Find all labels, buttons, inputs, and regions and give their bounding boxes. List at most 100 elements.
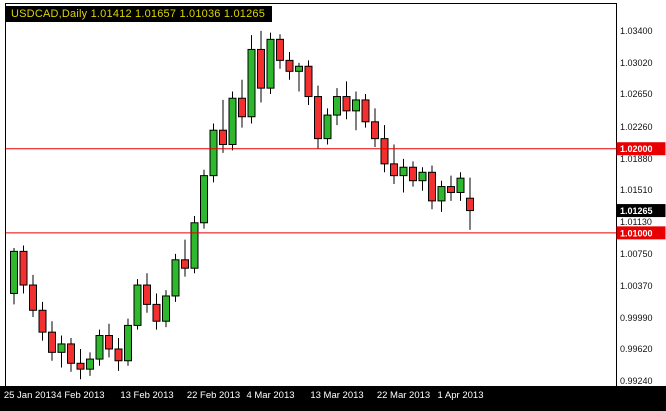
y-axis-label: 0.99240 — [620, 376, 653, 386]
candle-body — [323, 114, 332, 140]
candle-body — [124, 324, 132, 362]
candle-bull — [418, 167, 427, 191]
candle-body — [228, 97, 237, 146]
y-axis-label: 1.01510 — [620, 185, 653, 195]
candle-body — [57, 343, 66, 353]
candle-body — [266, 38, 275, 89]
candle-bear — [428, 165, 436, 210]
candle-body — [418, 171, 427, 182]
candle-body — [409, 166, 417, 182]
level-tag-box — [616, 226, 666, 240]
candle-body — [352, 99, 360, 112]
candle-bull — [200, 169, 208, 229]
candle-bear — [143, 273, 151, 313]
candle-bull — [57, 335, 66, 368]
x-axis-label: 22 Feb 2013 — [187, 390, 240, 401]
candle-body — [171, 259, 180, 297]
candle-bear — [238, 79, 246, 128]
candle-bear — [114, 338, 123, 371]
candle-body — [314, 96, 322, 140]
candle-body — [399, 166, 408, 177]
x-axis-label: 4 Mar 2013 — [246, 390, 294, 401]
current-tag-box — [616, 204, 666, 218]
candle-body — [276, 38, 284, 61]
level-tag-box — [616, 142, 666, 156]
candle-bull — [456, 172, 465, 201]
x-axis-label: 1 Apr 2013 — [438, 390, 484, 401]
candle-body — [285, 59, 294, 72]
candle-bull — [124, 318, 132, 366]
candle-body — [38, 309, 47, 333]
y-axis-label: 1.01130 — [620, 217, 652, 227]
level-tag-label: 1.02000 — [620, 144, 653, 154]
candle-bear — [304, 60, 313, 105]
candle-body — [200, 175, 208, 224]
candle-body — [466, 197, 474, 212]
y-axis-label: 1.02260 — [620, 122, 653, 132]
candle-body — [95, 335, 104, 360]
candle-bear — [371, 108, 379, 148]
candle-bull — [86, 352, 94, 376]
candle-body — [181, 259, 189, 269]
candle-bear — [19, 245, 28, 294]
x-axis-label: 4 Feb 2013 — [56, 390, 104, 401]
y-axis-label: 1.03020 — [620, 58, 653, 68]
y-axis-label: 1.00370 — [620, 281, 653, 291]
candle-body — [67, 343, 75, 364]
x-axis-label: 22 Mar 2013 — [377, 390, 430, 401]
y-axis-label: 1.01880 — [620, 154, 653, 164]
candle-body — [304, 65, 313, 98]
candle-body — [76, 362, 85, 370]
candle-bear — [67, 338, 75, 372]
candle-bear — [342, 81, 351, 120]
candle-bear — [105, 323, 113, 358]
level-tag-label: 1.01000 — [620, 228, 653, 238]
current-price-tag: 1.01265 — [616, 204, 666, 218]
level-price-tag: 1.01000 — [616, 226, 666, 240]
candle-body — [209, 129, 218, 177]
candle-body — [247, 48, 256, 118]
candle-bull — [247, 35, 256, 124]
candle-bull — [333, 88, 341, 126]
candle-body — [295, 65, 303, 72]
candle-bull — [162, 290, 170, 328]
candle-body — [152, 303, 161, 322]
candle-body — [371, 121, 379, 140]
candle-body — [238, 97, 246, 118]
candle-bear — [76, 348, 85, 380]
candle-bull — [95, 329, 104, 366]
candle-body — [162, 295, 170, 322]
candle-bear — [409, 161, 417, 187]
candle-body — [114, 348, 123, 362]
candle-bear — [390, 144, 398, 185]
candle-bear — [447, 175, 455, 201]
x-axis-label: 13 Mar 2013 — [310, 390, 363, 401]
y-axis-label: 0.99990 — [620, 313, 653, 323]
date-axis-bar — [0, 386, 666, 411]
candle-body — [257, 48, 265, 89]
candle-body — [437, 186, 446, 202]
candle-body — [219, 129, 227, 146]
level-price-tag: 1.02000 — [616, 142, 666, 156]
candle-bear — [257, 30, 265, 103]
candle-body — [10, 250, 18, 294]
y-axis-label: 0.99620 — [620, 344, 653, 354]
candle-bear — [38, 301, 47, 341]
candle-bear — [48, 321, 56, 361]
candle-body — [190, 222, 199, 269]
candle-bull — [437, 180, 446, 212]
y-axis-label: 1.02650 — [620, 89, 653, 99]
candle-bear — [285, 51, 294, 80]
candle-body — [19, 250, 28, 286]
candle-bear — [276, 34, 284, 69]
candle-bull — [295, 62, 303, 92]
chart-title: USDCAD,Daily 1.01412 1.01657 1.01036 1.0… — [6, 6, 273, 22]
candle-body — [361, 99, 370, 123]
y-axis-label: 1.00750 — [620, 249, 653, 259]
candle-body — [86, 358, 94, 370]
candle-bull — [171, 253, 180, 302]
candle-body — [380, 138, 389, 165]
candle-body — [390, 163, 398, 177]
